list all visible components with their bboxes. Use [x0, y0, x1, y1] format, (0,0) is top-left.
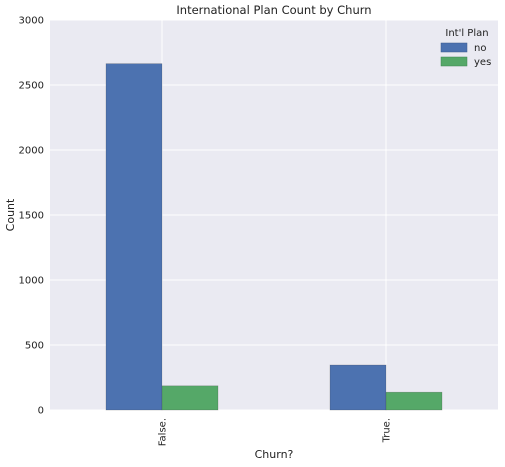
- legend-swatch-no: [440, 42, 468, 53]
- bar-no-1: [329, 364, 387, 411]
- bar-yes-0: [161, 385, 219, 411]
- bars: [105, 63, 443, 411]
- y-tick-label: 3000: [19, 16, 44, 27]
- legend-label-yes: yes: [474, 57, 491, 68]
- y-tick-label: 1000: [19, 276, 44, 287]
- legend-label-no: no: [474, 43, 486, 54]
- legend-swatch-yes: [440, 56, 468, 67]
- x-axis-ticks: False. True.: [158, 418, 393, 446]
- x-tick-label: True.: [382, 418, 393, 443]
- y-tick-label: 1500: [19, 211, 44, 222]
- chart-title: International Plan Count by Churn: [176, 3, 371, 17]
- y-tick-label: 2000: [19, 146, 44, 157]
- y-tick-label: 500: [25, 341, 44, 352]
- bar-yes-1: [385, 391, 443, 411]
- legend-title: Int'l Plan: [445, 28, 488, 39]
- legend: Int'l Plan no yes: [440, 28, 491, 68]
- bar-no-0: [105, 63, 163, 411]
- x-tick-label: False.: [158, 418, 169, 446]
- x-axis-title: Churn?: [255, 448, 294, 461]
- y-axis-ticks: 0 500 1000 1500 2000 2500 3000: [19, 16, 44, 417]
- y-tick-label: 0: [38, 406, 44, 417]
- y-axis-title: Count: [4, 198, 17, 231]
- y-tick-label: 2500: [19, 81, 44, 92]
